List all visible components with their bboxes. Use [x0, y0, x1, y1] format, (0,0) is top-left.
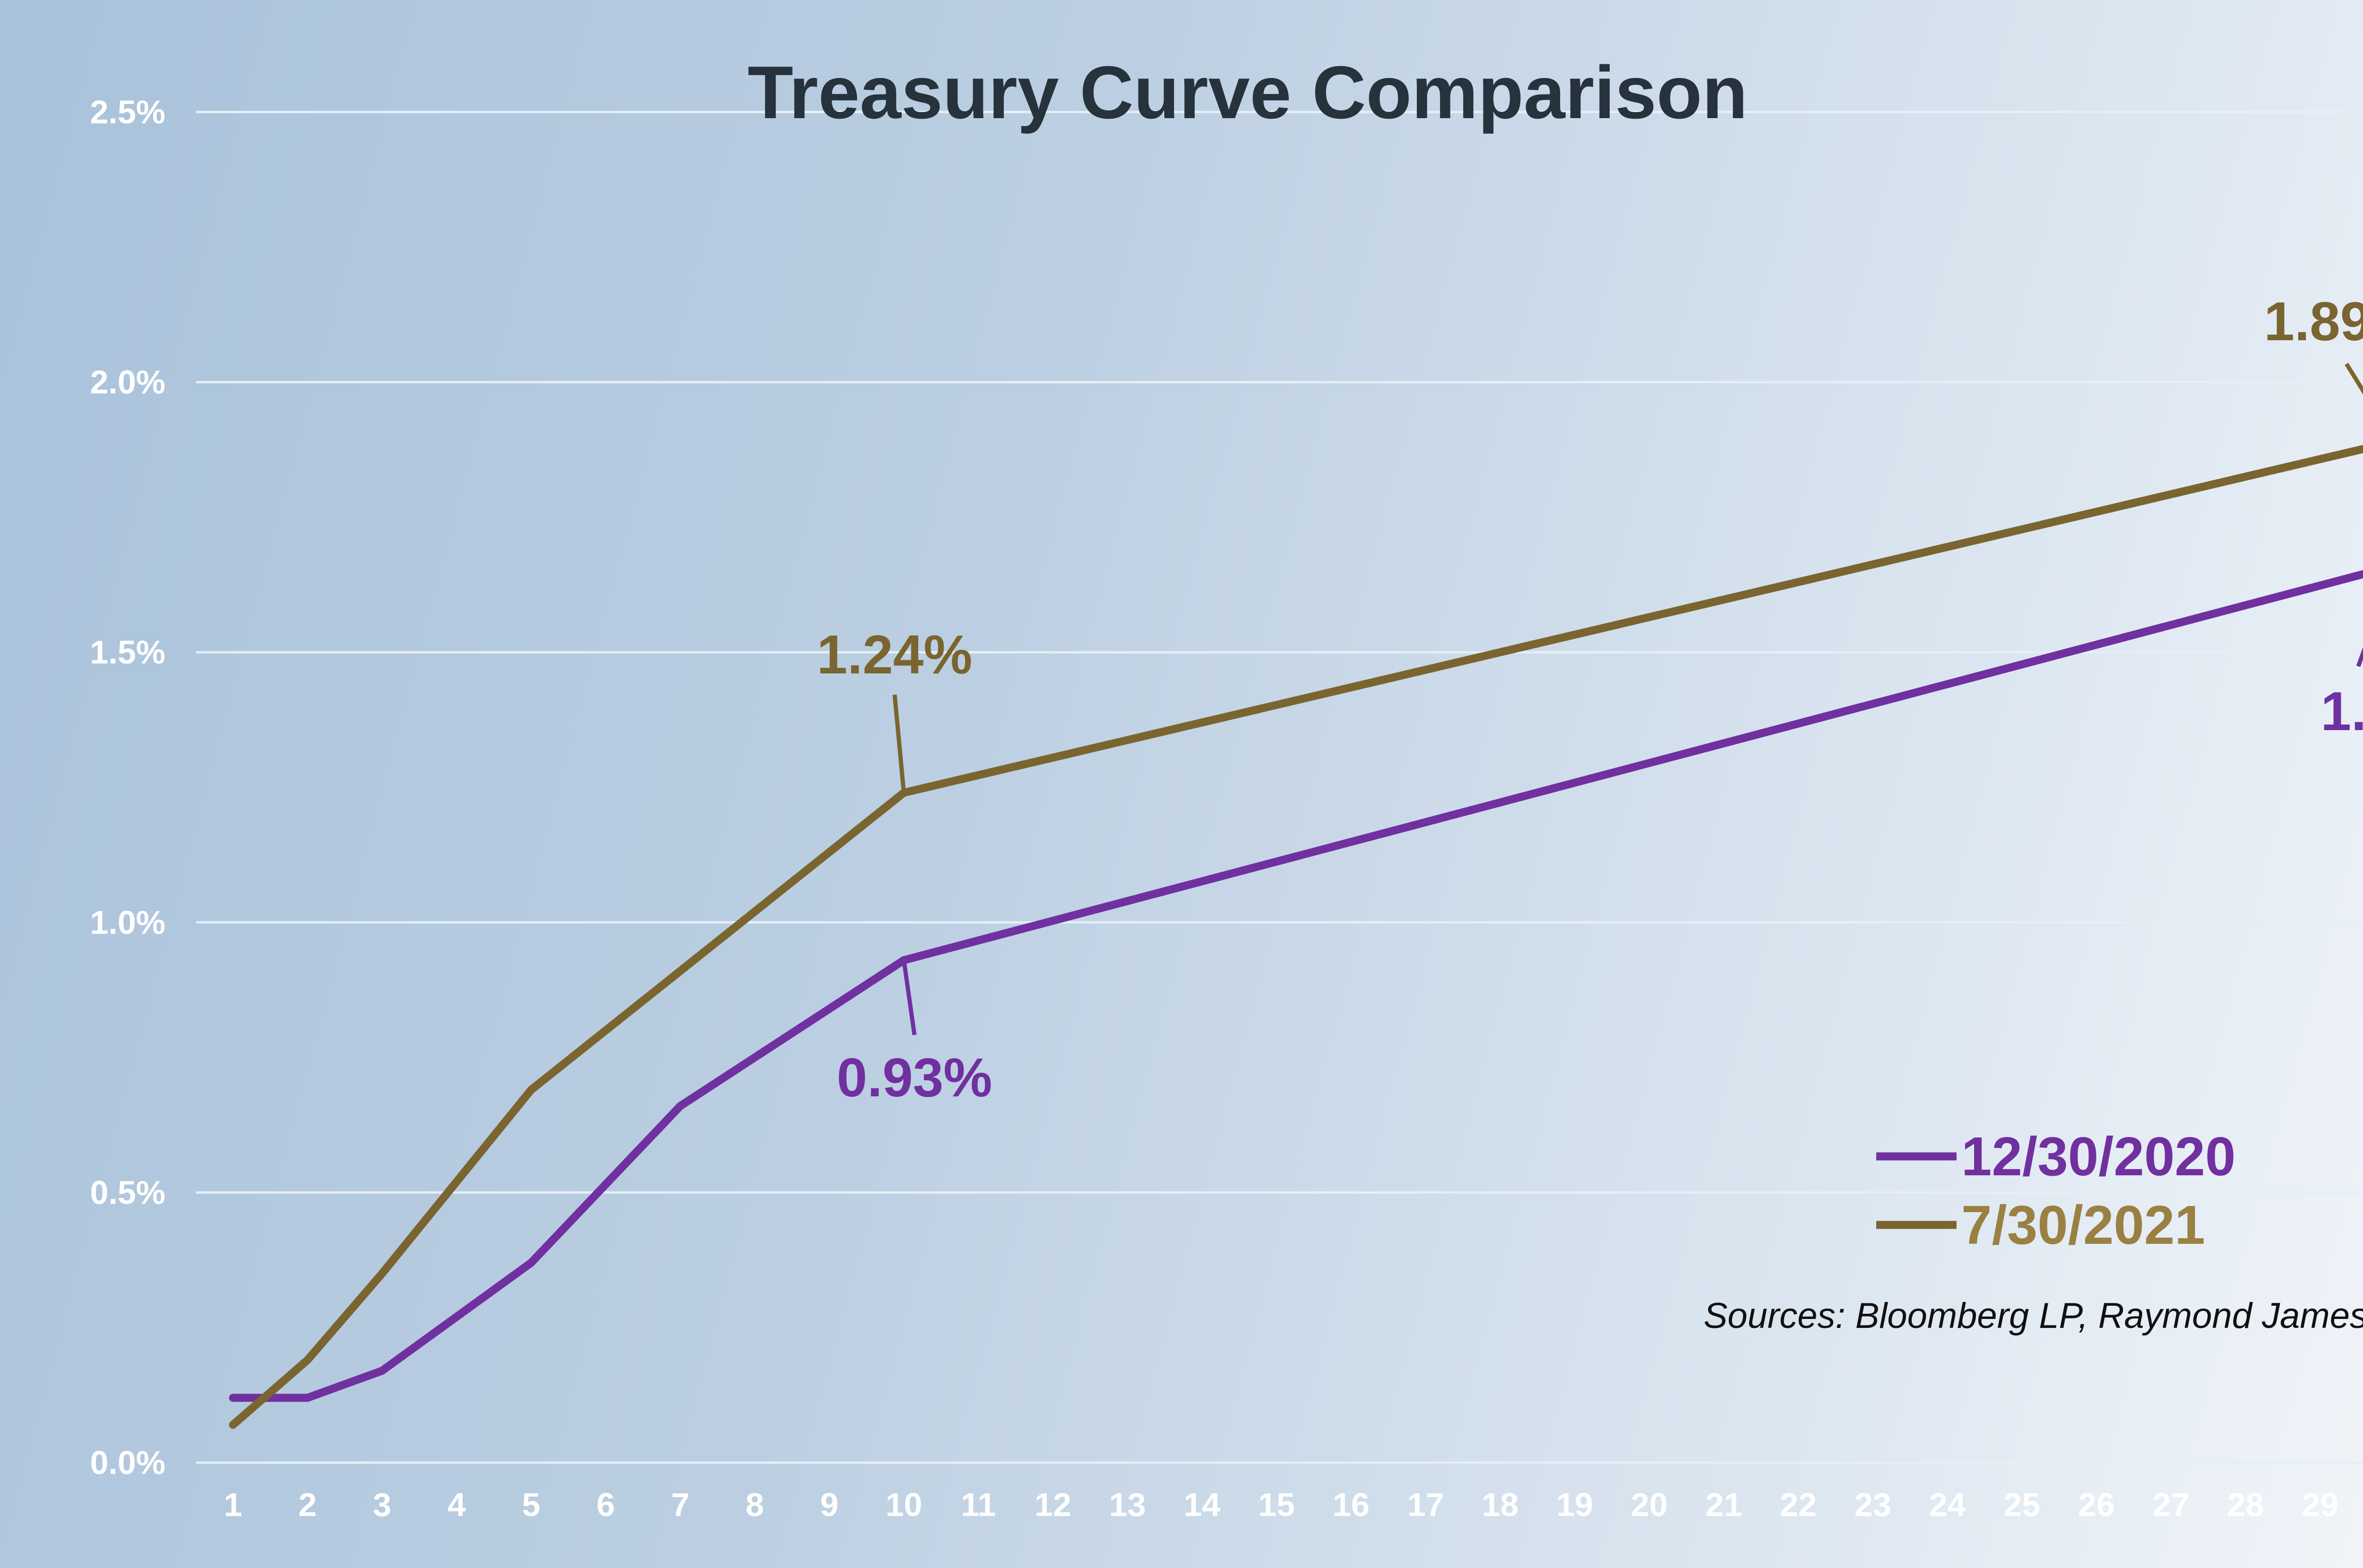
series-1-point — [527, 1258, 535, 1267]
y-tick-label: 2.0% — [90, 364, 165, 401]
data-annotations: 1.24% 0.93% 1.89% 1.66% — [817, 291, 2363, 1108]
legend: 12/30/2020 7/30/2021 — [1876, 1126, 2236, 1256]
x-tick-label: 22 — [1780, 1486, 1817, 1523]
chart-title: Treasury Curve Comparison — [748, 51, 1748, 134]
x-tick-label: 27 — [2153, 1486, 2190, 1523]
x-tick-label: 20 — [1631, 1486, 1668, 1523]
x-tick-label: 21 — [1706, 1486, 1742, 1523]
x-tick-label: 14 — [1183, 1486, 1220, 1523]
legend-label-2: 7/30/2021 — [1961, 1194, 2205, 1256]
x-axis-labels: 1 2 3 4 5 6 7 8 9 10 11 12 13 14 15 16 17 18 19 20 21 22 23 24 2… — [224, 1486, 2339, 1523]
y-tick-label: 1.5% — [90, 634, 165, 671]
series-1-point — [229, 1394, 237, 1402]
series-1-point — [378, 1367, 386, 1375]
x-tick-label: 8 — [746, 1486, 764, 1523]
x-tick-label: 3 — [373, 1486, 391, 1523]
annotation-leader — [2345, 362, 2363, 395]
x-tick-label: 23 — [1854, 1486, 1891, 1523]
x-tick-label: 24 — [1929, 1486, 1966, 1523]
x-tick-label: 12 — [1035, 1486, 1071, 1523]
y-tick-label: 1.0% — [90, 904, 165, 941]
x-tick-label: 13 — [1109, 1486, 1146, 1523]
x-tick-label: 25 — [2003, 1486, 2040, 1523]
x-tick-label: 10 — [886, 1486, 923, 1523]
x-tick-label: 26 — [2078, 1486, 2115, 1523]
x-tick-label: 2 — [298, 1486, 317, 1523]
data-label: 1.89% — [2264, 291, 2363, 352]
x-tick-label: 4 — [448, 1486, 466, 1523]
x-tick-label: 11 — [961, 1486, 996, 1523]
y-tick-label: 0.0% — [90, 1444, 165, 1481]
series-line-2 — [230, 445, 2363, 1428]
data-label: 0.93% — [837, 1047, 992, 1108]
x-tick-label: 15 — [1258, 1486, 1295, 1523]
data-label: 1.24% — [817, 624, 973, 685]
series-2-point — [303, 1356, 312, 1364]
gridlines — [196, 111, 2363, 1464]
data-label: 1.66% — [2321, 681, 2363, 742]
y-tick-label: 2.5% — [90, 94, 165, 130]
x-tick-label: 6 — [596, 1486, 615, 1523]
x-tick-label: 16 — [1333, 1486, 1370, 1523]
x-tick-label: 9 — [820, 1486, 838, 1523]
series-lines — [229, 445, 2363, 1429]
series-2-point — [527, 1086, 535, 1094]
series-1-point — [303, 1394, 312, 1402]
x-tick-label: 1 — [224, 1486, 242, 1523]
series-2-point — [378, 1269, 386, 1278]
x-tick-label: 18 — [1482, 1486, 1518, 1523]
x-tick-label: 29 — [2302, 1486, 2338, 1523]
series-1-point — [676, 1102, 684, 1110]
series-2-point — [676, 967, 684, 975]
y-tick-label: 0.5% — [90, 1174, 165, 1211]
x-tick-label: 7 — [671, 1486, 690, 1523]
series-2-point — [229, 1421, 237, 1429]
annotation-leader — [902, 960, 917, 1035]
annotation-leader — [892, 694, 906, 793]
legend-label-1: 12/30/2020 — [1961, 1126, 2236, 1187]
x-tick-label: 17 — [1407, 1486, 1444, 1523]
x-tick-label: 19 — [1556, 1486, 1593, 1523]
x-tick-label: 28 — [2227, 1486, 2264, 1523]
x-tick-label: 5 — [522, 1486, 540, 1523]
y-axis-labels: 0.0% 0.5% 1.0% 1.5% 2.0% 2.5% — [90, 94, 165, 1481]
series-line-1 — [233, 570, 2363, 1402]
source-note: Sources: Bloomberg LP, Raymond James — [1704, 1296, 2363, 1336]
